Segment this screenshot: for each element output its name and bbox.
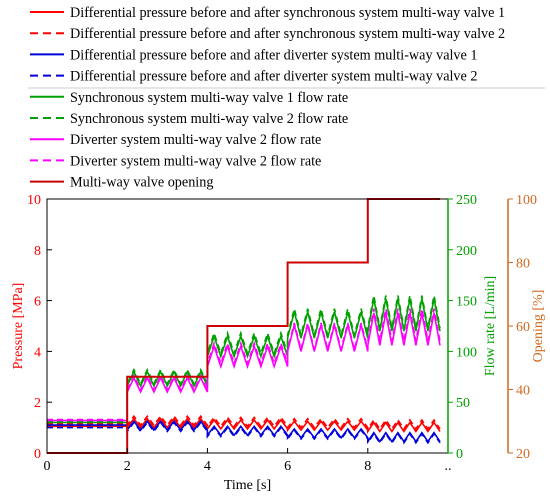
x-tick-label: 2 <box>124 459 131 474</box>
flow-tick-label: 250 <box>456 193 477 208</box>
pressure-tick-label: 4 <box>34 345 41 360</box>
legend-label: Differential pressure before and after s… <box>70 26 505 42</box>
axes: 0 2 4 6 8 .. Time [s] 0 2 4 6 8 10 Pressure [MPa] 0 50 1… <box>11 193 546 493</box>
legend-entry-1: Differential pressure before and after s… <box>30 5 505 21</box>
legend-label: Synchronous system multi-way valve 1 flo… <box>70 90 348 106</box>
plot-area <box>47 198 441 454</box>
flow-tick-label: 150 <box>456 295 477 310</box>
legend-label: Diverter system multi-way valve 2 flow r… <box>70 153 321 169</box>
x-tick-label: 4 <box>204 459 211 474</box>
legend-label: Diverter system multi-way valve 2 flow r… <box>70 132 321 148</box>
series-line-7 <box>47 312 441 422</box>
series-line-4 <box>47 421 441 446</box>
legend-entry-4: Differential pressure before and after d… <box>30 69 477 85</box>
legend-entry-3: Differential pressure before and after d… <box>30 47 477 63</box>
pressure-tick-label: 8 <box>34 244 41 259</box>
series-line-8 <box>47 308 441 421</box>
legend-label: Differential pressure before and after s… <box>70 5 505 21</box>
opening-tick-label: 80 <box>516 257 530 272</box>
legend-entry-9: Multi-way valve opening <box>30 175 213 191</box>
pressure-tick-label: 0 <box>34 447 41 462</box>
flow-tick-label: 50 <box>456 396 470 411</box>
legend-entry-5: Synchronous system multi-way valve 1 flo… <box>30 90 348 106</box>
series-line-6 <box>47 295 441 423</box>
pressure-tick-label: 2 <box>34 396 41 411</box>
flow-tick-label: 100 <box>456 345 477 360</box>
legend-label: Synchronous system multi-way valve 2 flo… <box>70 111 348 127</box>
legend-entry-6: Synchronous system multi-way valve 2 flo… <box>30 111 348 127</box>
x-tick-label: 8 <box>364 459 371 474</box>
series-line-1 <box>47 417 441 435</box>
x-tick-label: 0 <box>44 459 51 474</box>
opening-tick-label: 20 <box>516 447 530 462</box>
opening-axis-label: Opening [%] <box>531 290 546 363</box>
flow-tick-label: 0 <box>456 447 463 462</box>
legend-label: Multi-way valve opening <box>70 175 213 191</box>
legend-label: Differential pressure before and after d… <box>70 69 477 85</box>
pressure-tick-label: 6 <box>34 295 41 310</box>
opening-tick-label: 100 <box>516 193 537 208</box>
series-line-2 <box>47 414 441 432</box>
x-axis-label: Time [s] <box>224 478 271 493</box>
opening-tick-label: 60 <box>516 320 530 335</box>
opening-tick-label: 40 <box>516 384 530 399</box>
legend-entry-7: Diverter system multi-way valve 2 flow r… <box>30 132 321 148</box>
legend: Differential pressure before and after s… <box>28 5 545 191</box>
legend-entry-8: Diverter system multi-way valve 2 flow r… <box>30 153 321 169</box>
flow-tick-label: 200 <box>456 244 477 259</box>
legend-entry-2: Differential pressure before and after s… <box>30 26 505 42</box>
pressure-tick-label: 10 <box>27 193 41 208</box>
pressure-axis-label: Pressure [MPa] <box>11 283 26 370</box>
legend-label: Differential pressure before and after d… <box>70 47 477 63</box>
x-tick-label: .. <box>445 459 452 474</box>
series-line-9 <box>47 198 440 454</box>
x-tick-label: 6 <box>284 459 291 474</box>
flow-axis-label: Flow rate [L/min] <box>483 276 498 376</box>
